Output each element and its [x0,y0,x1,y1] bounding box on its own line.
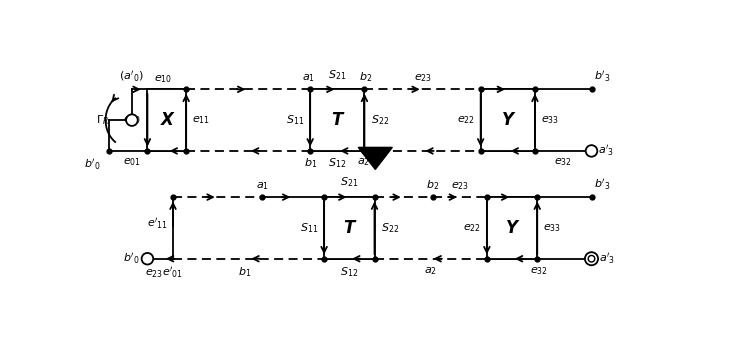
Text: $e_{32}$: $e_{32}$ [530,265,548,277]
Text: $b'_0$: $b'_0$ [123,251,140,266]
Text: $e_{23}$: $e_{23}$ [451,180,469,192]
Text: $\Gamma_R$: $\Gamma_R$ [96,113,109,127]
Text: $e_{32}$: $e_{32}$ [554,156,572,168]
Text: $a_2$: $a_2$ [357,156,370,168]
Text: $a_2$: $a_2$ [424,265,437,277]
Text: $S_{22}$: $S_{22}$ [371,113,388,127]
Text: $b'_3$: $b'_3$ [594,69,611,84]
Text: X: X [161,111,173,129]
Text: $b_1$: $b_1$ [238,265,251,279]
Text: T: T [331,111,343,129]
Text: $e_{23}e'_{01}$: $e_{23}e'_{01}$ [145,265,183,280]
Text: $(a'_0)$: $(a'_0)$ [119,69,144,84]
Text: $e_{23}$: $e_{23}$ [413,72,432,84]
Text: $S_{12}$: $S_{12}$ [328,156,347,170]
Circle shape [586,145,597,157]
Bar [324,197,375,259]
Bar [481,89,535,151]
Text: $b_2$: $b_2$ [426,178,439,192]
Text: Y: Y [502,111,514,129]
Text: $a'_3$: $a'_3$ [600,251,615,266]
Text: $e_{11}$: $e_{11}$ [192,114,210,126]
Text: $b_1$: $b_1$ [304,156,317,170]
Bar [147,89,186,151]
Text: $b'_0$: $b'_0$ [84,157,101,172]
Text: $S_{11}$: $S_{11}$ [300,221,318,235]
Text: $a_1$: $a_1$ [302,72,315,84]
Bar [487,197,537,259]
Text: Y: Y [506,219,518,237]
Text: $e_{01}$: $e_{01}$ [123,156,141,168]
Circle shape [126,114,138,126]
Text: $a_1$: $a_1$ [256,180,269,192]
Circle shape [141,253,153,264]
Text: $e_{10}$: $e_{10}$ [154,74,172,85]
Text: $b'_3$: $b'_3$ [594,177,611,192]
Text: $e_{22}$: $e_{22}$ [457,114,474,126]
Circle shape [585,252,598,265]
Text: $b_2$: $b_2$ [359,70,372,84]
Text: $S_{22}$: $S_{22}$ [380,221,399,235]
Text: $S_{21}$: $S_{21}$ [328,68,347,82]
Text: $e_{33}$: $e_{33}$ [543,222,561,234]
Bar [310,89,364,151]
Polygon shape [358,148,392,169]
Text: $e_{33}$: $e_{33}$ [541,114,559,126]
Text: $a'_3$: $a'_3$ [598,144,614,158]
Text: $e_{00}$: $e_{00}$ [123,114,141,126]
Text: $e_{22}$: $e_{22}$ [463,222,481,234]
Text: $e'_{11}$: $e'_{11}$ [147,217,169,232]
Text: $S_{11}$: $S_{11}$ [286,113,304,127]
Text: T: T [344,219,355,237]
Text: $S_{21}$: $S_{21}$ [340,176,358,190]
Text: $S_{12}$: $S_{12}$ [340,265,358,279]
